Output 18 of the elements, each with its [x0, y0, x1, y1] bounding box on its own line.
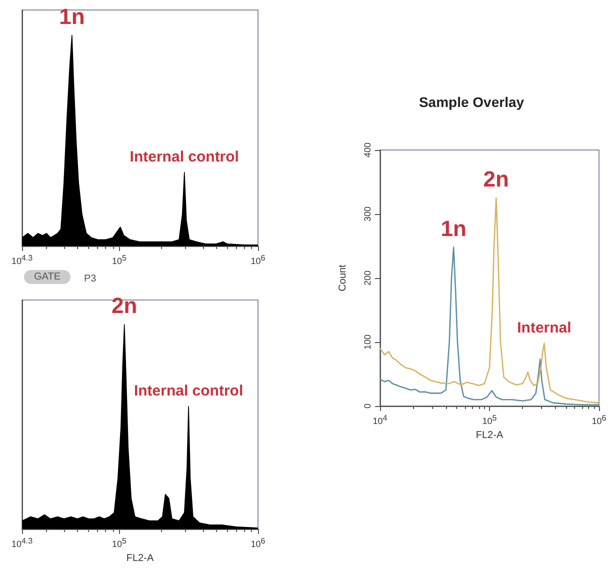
- annotation: Internal control: [134, 382, 244, 400]
- x-axis-title: FL2-A: [476, 430, 504, 441]
- y-tick-label: 200: [362, 270, 372, 286]
- y-tick-label: 100: [362, 334, 372, 350]
- chart-title: Sample Overlay: [418, 94, 524, 110]
- x-axis-title: FL2-A: [126, 552, 154, 564]
- annotation: 2n: [483, 166, 509, 192]
- annotation: Internal: [517, 319, 572, 336]
- y-tick-label: 400: [362, 142, 372, 158]
- y-axis-title: Count: [338, 264, 348, 292]
- text: GATE: [34, 272, 61, 282]
- y-tick-label: 300: [362, 206, 372, 222]
- annotation: 1n: [59, 4, 85, 29]
- annotation: 1n: [440, 216, 466, 241]
- annotation: 2n: [112, 293, 138, 318]
- y-tick-label: 0: [362, 403, 372, 409]
- text: P3: [84, 274, 97, 284]
- annotation: Internal control: [130, 148, 239, 166]
